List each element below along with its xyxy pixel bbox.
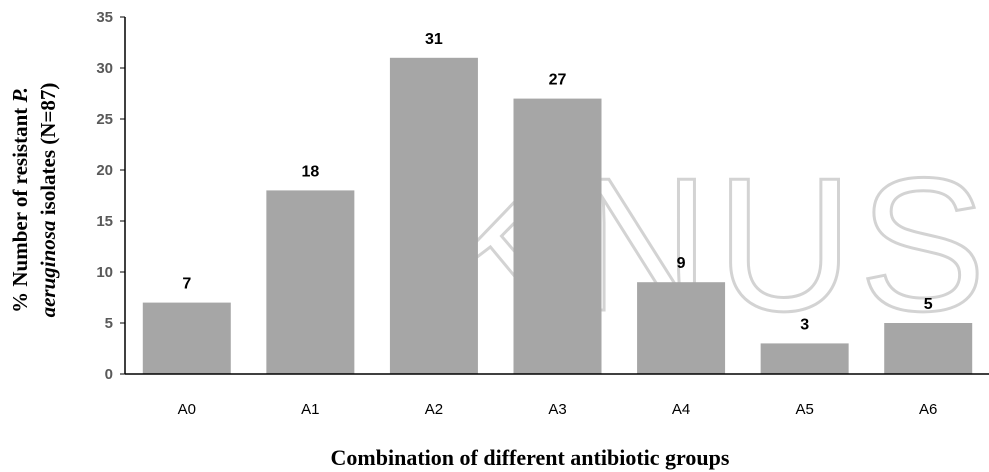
data-label: 5	[924, 296, 933, 313]
bar-a1	[266, 190, 355, 374]
y-tick-label: 25	[96, 111, 113, 128]
bar-a4	[637, 282, 726, 374]
data-label: 7	[182, 276, 191, 293]
bar-a6	[884, 323, 973, 374]
data-label: 27	[549, 72, 567, 89]
plot-area: 0 5 10 15 20 25 30 35 7 A0 18 A1 31 A2 27 A3 9 A4 3 A5 5 A6	[96, 9, 989, 418]
x-tick-label: A2	[425, 401, 443, 418]
y-tick-label: 35	[96, 9, 113, 26]
y-axis-label: % Number of resistant P. aeruginosa isol…	[8, 83, 60, 318]
y-axis-label-species: aeruginosa	[36, 221, 60, 318]
y-tick-label: 30	[96, 60, 113, 77]
y-tick-label: 15	[96, 213, 113, 230]
bar-a5	[760, 343, 849, 374]
x-tick-label: A0	[178, 401, 196, 418]
y-tick-label: 0	[105, 366, 113, 383]
x-tick-label: A4	[672, 401, 690, 418]
x-tick-label: A5	[795, 401, 813, 418]
data-label: 18	[301, 163, 319, 180]
y-axis-label-species-genus: P.	[8, 87, 32, 103]
x-tick-label: A1	[301, 401, 319, 418]
y-tick-label: 10	[96, 264, 113, 281]
bar-a3	[513, 98, 602, 374]
bar-a2	[389, 57, 478, 375]
x-tick-label: A6	[919, 401, 937, 418]
x-tick-label: A3	[548, 401, 566, 418]
svg-text:% Number of resistant P.: % Number of resistant P.	[8, 87, 32, 313]
y-tick-label: 5	[105, 315, 113, 332]
y-tick-label: 20	[96, 162, 113, 179]
y-axis-label-prefix: % Number of resistant	[8, 102, 32, 312]
bar-a0	[142, 302, 231, 374]
data-label: 3	[800, 316, 809, 333]
y-axis-label-suffix: isolates (N=87)	[36, 83, 60, 221]
data-label: 9	[677, 255, 686, 272]
svg-text:aeruginosa isolates (N=87): aeruginosa isolates (N=87)	[36, 83, 60, 318]
data-label: 31	[425, 31, 443, 48]
x-axis-label: Combination of different antibiotic grou…	[331, 445, 730, 470]
